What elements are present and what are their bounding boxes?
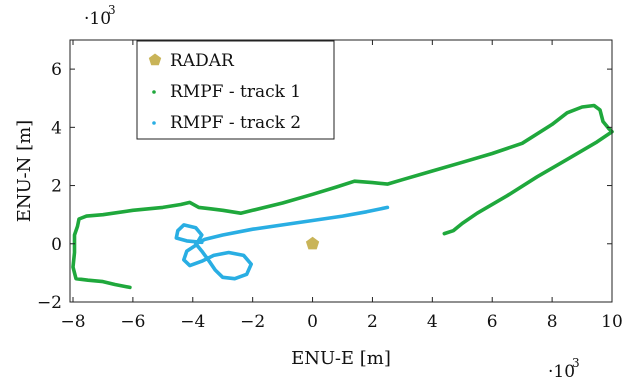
legend: RADAR RMPF - track 1 RMPF - track 2 [136,40,335,140]
legend-label-radar: RADAR [170,51,235,71]
series-track-2 [174,205,390,281]
y-multiplier: ·10 3 [84,3,116,29]
y-tick-label: 2 [51,177,62,197]
y-multiplier-base: ·10 [84,9,111,29]
radar-marker [305,236,320,250]
radar-layer [305,236,320,250]
ticks-layer: −8 −6 −4 −2 0 2 4 6 8 10 −2 0 2 4 6 [37,40,623,332]
series-track-1 [71,103,614,290]
y-multiplier-exponent: 3 [108,3,116,17]
x-tick-label: −4 [180,312,205,332]
y-tick-label: 4 [51,118,62,138]
x-tick-label: 4 [427,312,438,332]
legend-label-track-2: RMPF - track 2 [170,113,301,133]
y-tick-label: 6 [51,60,62,80]
x-tick-label: 2 [367,312,378,332]
x-tick-label: −2 [240,312,265,332]
y-tick-label: −2 [37,293,62,313]
x-multiplier: ·10 3 [548,356,580,381]
x-tick-label: 10 [601,312,623,332]
x-tick-label: 6 [487,312,498,332]
tracks-layer [71,103,614,290]
x-tick-label: −6 [120,312,145,332]
legend-radar-marker [148,53,162,66]
x-tick-label: −8 [60,312,85,332]
y-axis-label: ENU-N [m] [14,120,35,222]
x-axis-label: ENU-E [m] [291,348,391,369]
legend-label-track-1: RMPF - track 1 [170,82,301,102]
plot-frame [69,39,613,303]
legend-entry-track-1: RMPF - track 1 [152,82,301,102]
legend-track-2-marker [152,121,156,125]
x-tick-label: 0 [307,312,318,332]
x-multiplier-exponent: 3 [572,356,580,370]
y-tick-label: 0 [51,235,62,255]
legend-entry-track-2: RMPF - track 2 [152,113,301,133]
legend-entry-radar: RADAR [148,51,235,71]
legend-box [136,40,335,140]
legend-track-1-marker [152,90,156,94]
x-multiplier-base: ·10 [548,362,575,381]
x-tick-label: 8 [547,312,558,332]
